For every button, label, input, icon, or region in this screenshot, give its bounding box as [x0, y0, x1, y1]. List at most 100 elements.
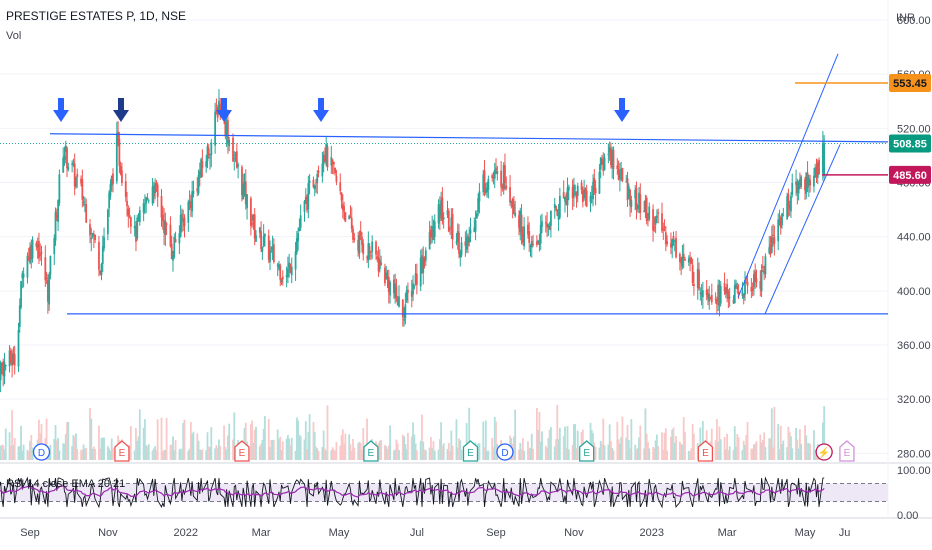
candle-body	[252, 215, 255, 221]
volume-bar	[529, 447, 532, 460]
candle-body	[103, 237, 105, 249]
candle-body	[584, 188, 587, 194]
candle-body	[492, 177, 495, 179]
time-tick-label: Ju	[839, 527, 851, 539]
volume-bar	[433, 450, 436, 460]
candle-body	[136, 217, 139, 239]
volume-label[interactable]: Vol	[6, 30, 22, 42]
volume-bar	[316, 448, 319, 460]
volume-bar	[573, 424, 575, 460]
candle-body	[232, 137, 234, 162]
volume-bar	[109, 450, 112, 460]
candle-body	[502, 165, 505, 190]
candle-body	[662, 229, 665, 231]
symbol-title[interactable]: PRESTIGE ESTATES P, 1D, NSE	[6, 9, 187, 23]
candle-body	[289, 265, 292, 273]
candle-body	[172, 256, 174, 261]
candle-body	[773, 237, 776, 244]
candle-body	[279, 265, 282, 280]
candle-body	[580, 182, 583, 191]
volume-bar	[170, 444, 173, 460]
time-tick-label: Nov	[98, 527, 118, 539]
volume-bar	[693, 433, 695, 460]
volume-bar	[681, 444, 684, 460]
volume-bar	[31, 447, 34, 460]
volume-bar	[201, 449, 204, 460]
volume-bar	[205, 450, 208, 460]
volume-bar	[350, 450, 353, 460]
candle-body	[474, 220, 477, 232]
candle-body	[401, 299, 404, 318]
volume-bar	[349, 444, 352, 460]
volume-bar	[671, 429, 674, 460]
candle-body	[583, 189, 586, 199]
volume-bar	[814, 449, 817, 460]
volume-bar	[21, 450, 24, 460]
candle-body	[228, 139, 231, 146]
volume-bar	[643, 448, 646, 460]
candle-body	[262, 235, 265, 247]
volume-bar	[627, 439, 630, 460]
volume-bar	[357, 443, 360, 460]
candle-body	[491, 175, 494, 179]
volume-bar	[299, 436, 302, 460]
candle-body	[12, 353, 15, 365]
earnings-marker-icon	[839, 440, 855, 462]
volume-bar	[440, 422, 443, 460]
candle-body	[603, 157, 606, 171]
volume-bar	[763, 432, 766, 460]
candle-body	[475, 213, 478, 219]
volume-bar	[392, 450, 395, 460]
volume-bar	[361, 449, 363, 460]
candle-body	[117, 131, 119, 142]
candle-body	[617, 169, 620, 180]
candle-body	[594, 188, 597, 194]
volume-bar	[343, 443, 345, 460]
candle-body	[682, 254, 685, 259]
volume-bar	[219, 446, 222, 460]
volume-bar	[405, 449, 408, 460]
candle-body	[607, 153, 610, 155]
candle-body	[163, 220, 165, 233]
candle-body	[179, 215, 182, 237]
candle-body	[112, 173, 114, 184]
volume-bar	[94, 448, 97, 460]
candle-body	[514, 212, 517, 216]
volume-bar	[90, 418, 93, 460]
volume-bar	[477, 443, 480, 460]
candle-body	[339, 182, 342, 192]
volume-bar	[629, 448, 631, 460]
volume-bar	[512, 436, 515, 460]
candle-body	[442, 217, 445, 220]
volume-bar	[112, 447, 114, 460]
rsi-indicator-label[interactable]: RSI 14 close EMA 20 21	[6, 478, 126, 490]
candle-body	[119, 166, 122, 175]
candle-body	[440, 200, 443, 216]
candle-body	[806, 172, 809, 188]
volume-bar	[233, 412, 236, 460]
candle-body	[630, 200, 633, 208]
volume-bar	[594, 446, 597, 460]
time-axis[interactable]: Sep Nov 2022 Mar May Jul Sep Nov 2023 Mar May Ju	[20, 527, 850, 539]
candle-body	[816, 162, 819, 178]
candle-body	[183, 217, 186, 227]
candle-body	[384, 267, 386, 284]
volume-bar	[27, 450, 30, 460]
volume-bar	[92, 446, 95, 460]
volume-bar	[22, 444, 25, 460]
candle-body	[701, 290, 704, 298]
volume-bar	[251, 420, 254, 460]
candle-body	[246, 194, 248, 209]
candle-body	[89, 224, 91, 236]
volume-bar	[138, 409, 141, 460]
candle-body	[170, 243, 173, 260]
candle-body	[709, 297, 712, 299]
candle-body	[627, 186, 630, 199]
candle-body	[625, 181, 628, 183]
volume-bar	[214, 448, 217, 460]
candle-body	[700, 292, 703, 296]
candle-body	[38, 240, 40, 258]
candle-body	[745, 278, 748, 280]
